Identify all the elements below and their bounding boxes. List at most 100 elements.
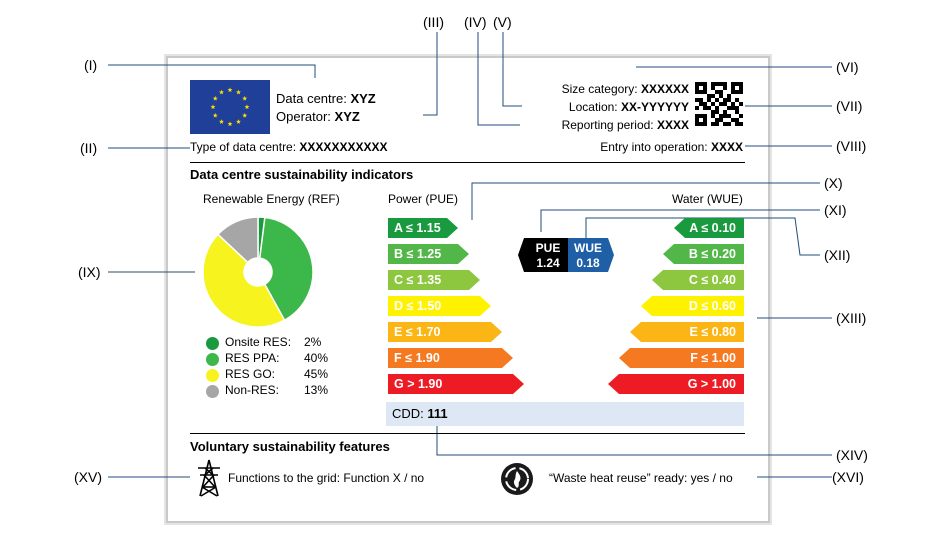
heat-reuse-text: “Waste heat reuse” ready: yes / no <box>549 471 733 485</box>
donut-slice-res-ppa <box>258 216 314 322</box>
eu-star <box>210 104 216 110</box>
donut-slice-res-go <box>202 233 286 328</box>
pylon-icon <box>198 459 220 497</box>
legend-swatch <box>206 369 219 382</box>
eu-star <box>212 95 218 101</box>
cdd-box: CDD: 111 <box>386 402 744 426</box>
eu-star <box>227 87 233 93</box>
heat-reuse-icon <box>501 463 533 495</box>
callout-xi: (XI) <box>824 202 847 218</box>
voluntary-title: Voluntary sustainability features <box>190 439 390 454</box>
pue-class-c: C ≤ 1.35 <box>388 270 480 290</box>
callout-xiii: (XIII) <box>836 310 867 326</box>
eu-star <box>236 89 241 95</box>
pue-badge-value: 1.24 <box>536 256 560 270</box>
size-label: Size category: <box>561 82 638 96</box>
legend-label: Non-RES: <box>225 383 280 397</box>
wue-badge <box>568 238 614 272</box>
pue-class-b: B ≤ 1.25 <box>388 244 469 264</box>
pue-badge <box>518 238 568 272</box>
legend-value: 2% <box>304 335 322 349</box>
eu-star <box>242 112 248 118</box>
eu-star <box>242 95 248 101</box>
cdd-label: CDD: <box>392 406 424 421</box>
renewable-title: Renewable Energy (REF) <box>203 192 340 206</box>
renewable-donut-chart <box>202 216 314 328</box>
callout-xiv: (XIV) <box>836 447 868 463</box>
data-centre-line: Data centre: XYZ <box>276 91 376 106</box>
legend-label: RES PPA: <box>225 351 280 365</box>
water-title: Water (WUE) <box>672 192 743 206</box>
legend-value: 13% <box>304 383 329 397</box>
callout-xii: (XII) <box>824 247 851 263</box>
cdd-value: 111 <box>427 406 448 421</box>
period-line: Reporting period: XXXX <box>562 118 689 132</box>
indicators-divider <box>190 433 745 434</box>
callout-i: (I) <box>84 57 98 73</box>
eu-flag-icon <box>190 80 270 134</box>
callout-xv: (XV) <box>74 469 102 485</box>
qr-code-icon[interactable] <box>695 82 743 130</box>
legend-swatch <box>206 353 219 366</box>
callout-vii: (VII) <box>836 98 863 114</box>
entry-line: Entry into operation: XXXX <box>600 140 743 154</box>
period-label: Reporting period: <box>561 118 654 132</box>
wue-class-g: G > 1.00 <box>608 374 744 394</box>
eu-star <box>219 89 224 95</box>
entry-label: Entry into operation: <box>600 140 708 154</box>
type-line: Type of data centre: XXXXXXXXXXX <box>190 140 387 154</box>
callout-ix: (IX) <box>78 264 101 280</box>
pue-class-f: F ≤ 1.90 <box>388 348 513 368</box>
legend-value: 45% <box>304 367 329 381</box>
operator-label: Operator: <box>276 109 331 124</box>
eu-star <box>244 104 250 110</box>
callout-x: (X) <box>824 175 843 191</box>
data-centre-value: XYZ <box>350 91 376 106</box>
size-value: XXXXXX <box>640 82 689 96</box>
size-line: Size category: XXXXXX <box>562 82 689 96</box>
wue-badge-value: 0.18 <box>576 256 600 270</box>
legend-value: 40% <box>304 351 329 365</box>
callout-iii: (III) <box>423 14 444 30</box>
wue-class-e: E ≤ 0.80 <box>630 322 744 342</box>
legend-swatch <box>206 385 219 398</box>
power-title: Power (PUE) <box>388 192 459 206</box>
operator-line: Operator: XYZ <box>276 109 360 124</box>
donut-slice-non-res <box>216 216 259 264</box>
period-value: XXXX <box>656 118 689 132</box>
eu-star <box>236 119 241 124</box>
pue-class-e: E ≤ 1.70 <box>388 322 502 342</box>
pue-class-g: G > 1.90 <box>388 374 524 394</box>
type-label: Type of data centre: <box>190 140 297 154</box>
pue-class-d: D ≤ 1.50 <box>388 296 491 316</box>
callout-vi: (VI) <box>836 59 859 75</box>
pue-badge-label: PUE <box>535 241 561 255</box>
legend-label: Onsite RES: <box>225 335 292 349</box>
eu-star <box>219 119 224 124</box>
callout-iv: (IV) <box>464 14 487 30</box>
wue-class-f: F ≤ 1.00 <box>619 348 744 368</box>
indicators-title: Data centre sustainability indicators <box>190 167 414 182</box>
grid-function-text: Functions to the grid: Function X / no <box>228 471 425 485</box>
wue-class-a: A ≤ 0.10 <box>674 218 744 238</box>
legend-label: RES GO: <box>225 367 276 381</box>
pue-class-a: A ≤ 1.15 <box>388 218 458 238</box>
location-line: Location: XX-YYYYYY <box>569 100 689 114</box>
wue-class-c: C ≤ 0.40 <box>652 270 744 290</box>
wue-badge-label: WUE <box>574 241 602 255</box>
operator-value: XYZ <box>334 109 360 124</box>
pue-wue-badges <box>518 238 614 272</box>
callout-viii: (VIII) <box>836 138 867 154</box>
wue-class-d: D ≤ 0.60 <box>641 296 744 316</box>
location-label: Location: <box>568 100 618 114</box>
callout-xvi: (XVI) <box>832 469 864 485</box>
callout-v: (V) <box>493 14 512 30</box>
location-value: XX-YYYYYY <box>620 100 689 114</box>
callout-ii: (II) <box>80 140 98 156</box>
data-centre-label: Data centre: <box>276 91 347 106</box>
wue-class-b: B ≤ 0.20 <box>663 244 744 264</box>
legend-swatch <box>206 337 219 350</box>
header-divider <box>190 162 745 163</box>
entry-value: XXXX <box>710 140 743 154</box>
